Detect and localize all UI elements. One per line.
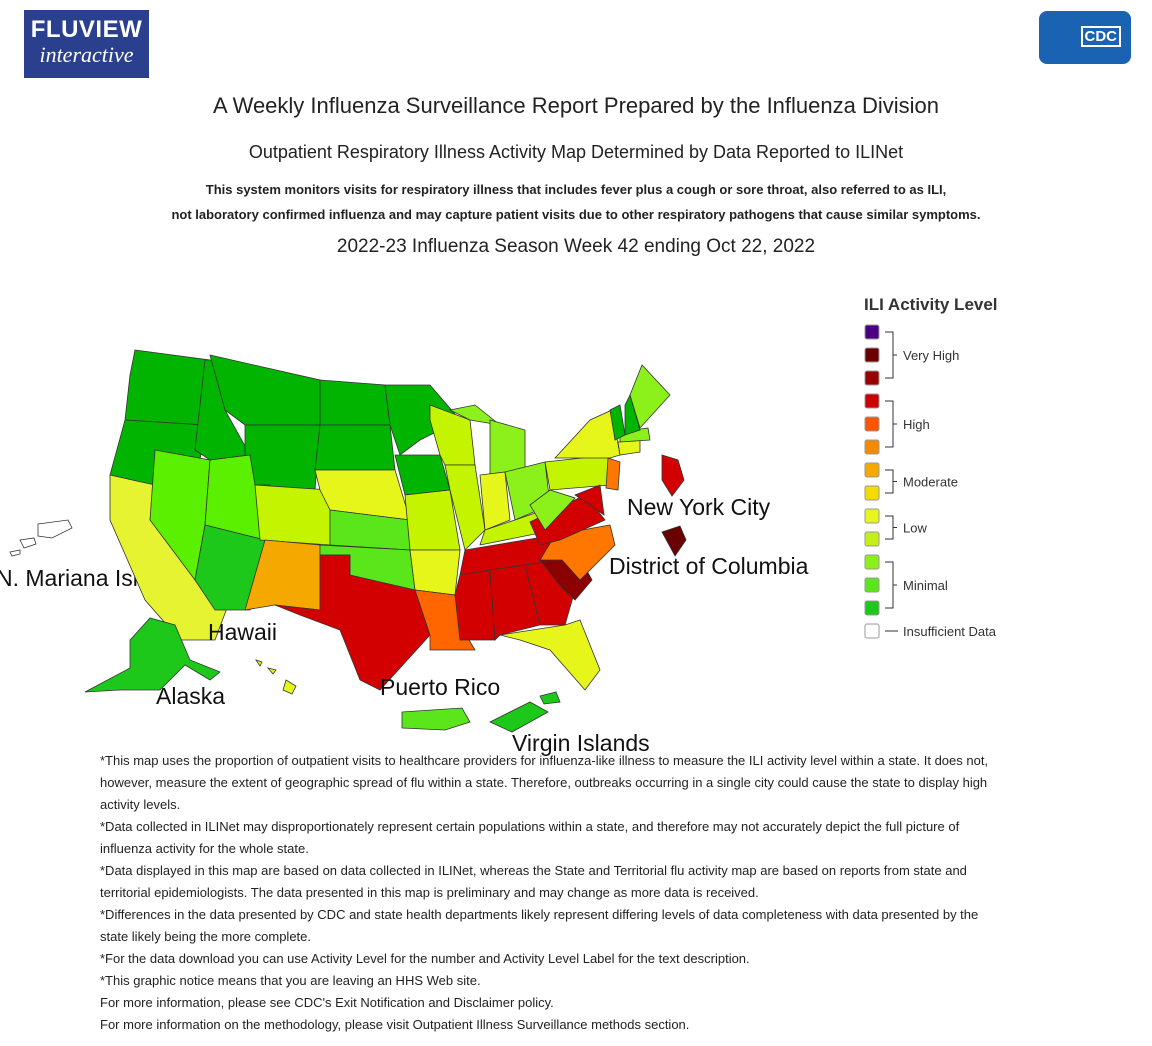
state	[529, 494, 606, 546]
state	[499, 619, 601, 691]
note: *This graphic notice means that you are …	[100, 973, 481, 988]
state	[454, 569, 496, 641]
note: *This map uses the proportion of outpati…	[100, 753, 989, 812]
state	[254, 484, 331, 546]
map-label: Puerto Rico	[380, 674, 500, 700]
legend-label: Minimal	[903, 578, 948, 593]
legend-swatch	[864, 439, 880, 455]
legend-title: ILI Activity Level	[864, 295, 998, 314]
legend-bracket	[885, 515, 897, 540]
state	[489, 419, 526, 476]
state	[124, 349, 211, 426]
note: *Differences in the data presented by CD…	[100, 907, 979, 944]
season: 2022-23 Influenza Season Week 42 ending …	[336, 236, 816, 257]
state	[479, 471, 511, 531]
description: This system monitors visits for respirat…	[205, 182, 947, 197]
map-label: District of Columbia	[609, 553, 809, 579]
legend-label: Very High	[903, 348, 959, 363]
legend-swatch	[864, 508, 880, 524]
legend-swatch	[864, 393, 880, 409]
state	[574, 484, 605, 516]
legend-label: Insufficient Data	[903, 624, 997, 639]
hawaii	[255, 659, 263, 667]
legend-swatch	[864, 577, 880, 593]
dc-inset	[661, 525, 687, 557]
note: *For the data download you can use Activ…	[100, 951, 750, 966]
nyc-inset	[661, 454, 685, 497]
state	[194, 524, 266, 611]
legend-bracket	[885, 400, 897, 448]
state	[404, 489, 461, 551]
subtitle: Outpatient Respiratory Illness Activity …	[248, 142, 904, 162]
legend-label: High	[903, 417, 930, 432]
notes: *This map uses the proportion of outpati…	[100, 750, 1005, 1036]
state	[394, 454, 451, 496]
cdc-logo[interactable]: CDC	[1039, 11, 1131, 64]
state	[244, 424, 321, 491]
fluview-logo[interactable]: FLUVIEW interactive	[24, 10, 149, 78]
state	[314, 424, 396, 471]
state	[529, 489, 576, 531]
legend-bracket	[885, 469, 897, 494]
state	[554, 409, 621, 459]
legend-swatch	[864, 324, 880, 340]
legend-swatch	[864, 531, 880, 547]
legend-swatch	[864, 485, 880, 501]
state	[444, 464, 486, 551]
state	[274, 554, 431, 691]
map-label: Alaska	[156, 683, 225, 709]
state	[624, 393, 641, 436]
note: For more information on the methodology,…	[100, 1017, 690, 1032]
description: not laboratory confirmed influenza and m…	[171, 207, 981, 222]
note: For more information, please see CDC's E…	[100, 995, 554, 1010]
legend-swatch	[864, 416, 880, 432]
map-label: Virgin Islands	[512, 730, 650, 756]
map-label: Hawaii	[208, 619, 277, 645]
title: A Weekly Influenza Surveillance Report P…	[213, 93, 939, 118]
cdc-text: CDC	[1080, 26, 1121, 47]
legend-swatch	[864, 347, 880, 363]
legend: Very High High Moderate Low Minimal Insuffici…	[864, 324, 997, 639]
legend-bracket	[885, 561, 897, 609]
island	[9, 519, 73, 557]
state	[384, 384, 461, 456]
note: *Data collected in ILINet may disproport…	[100, 819, 960, 856]
states	[84, 349, 687, 733]
hawaii	[282, 679, 297, 695]
alaska	[84, 617, 221, 693]
legend-label: Low	[903, 521, 927, 536]
legend-label: Moderate	[903, 475, 958, 490]
puerto-rico	[401, 707, 471, 731]
logo-title: FLUVIEW	[30, 16, 143, 43]
state	[409, 549, 461, 596]
state	[319, 379, 391, 426]
legend-swatch	[864, 370, 880, 386]
logo-subtitle: interactive	[39, 42, 134, 67]
cnmi	[9, 519, 73, 557]
state	[489, 564, 541, 641]
map-label: New York City	[627, 494, 771, 520]
state	[629, 364, 671, 429]
virgin-islands	[489, 701, 549, 733]
hawaii	[266, 667, 277, 675]
state	[605, 457, 621, 491]
legend-swatch	[864, 623, 880, 639]
legend-swatch	[864, 462, 880, 478]
virgin-islands	[539, 691, 561, 705]
note: *Data displayed in this map are based on…	[100, 863, 967, 900]
legend-swatch	[864, 600, 880, 616]
legend-bracket	[885, 331, 897, 379]
map: N. Mariana Islands	[0, 295, 998, 756]
legend-swatch	[864, 554, 880, 570]
